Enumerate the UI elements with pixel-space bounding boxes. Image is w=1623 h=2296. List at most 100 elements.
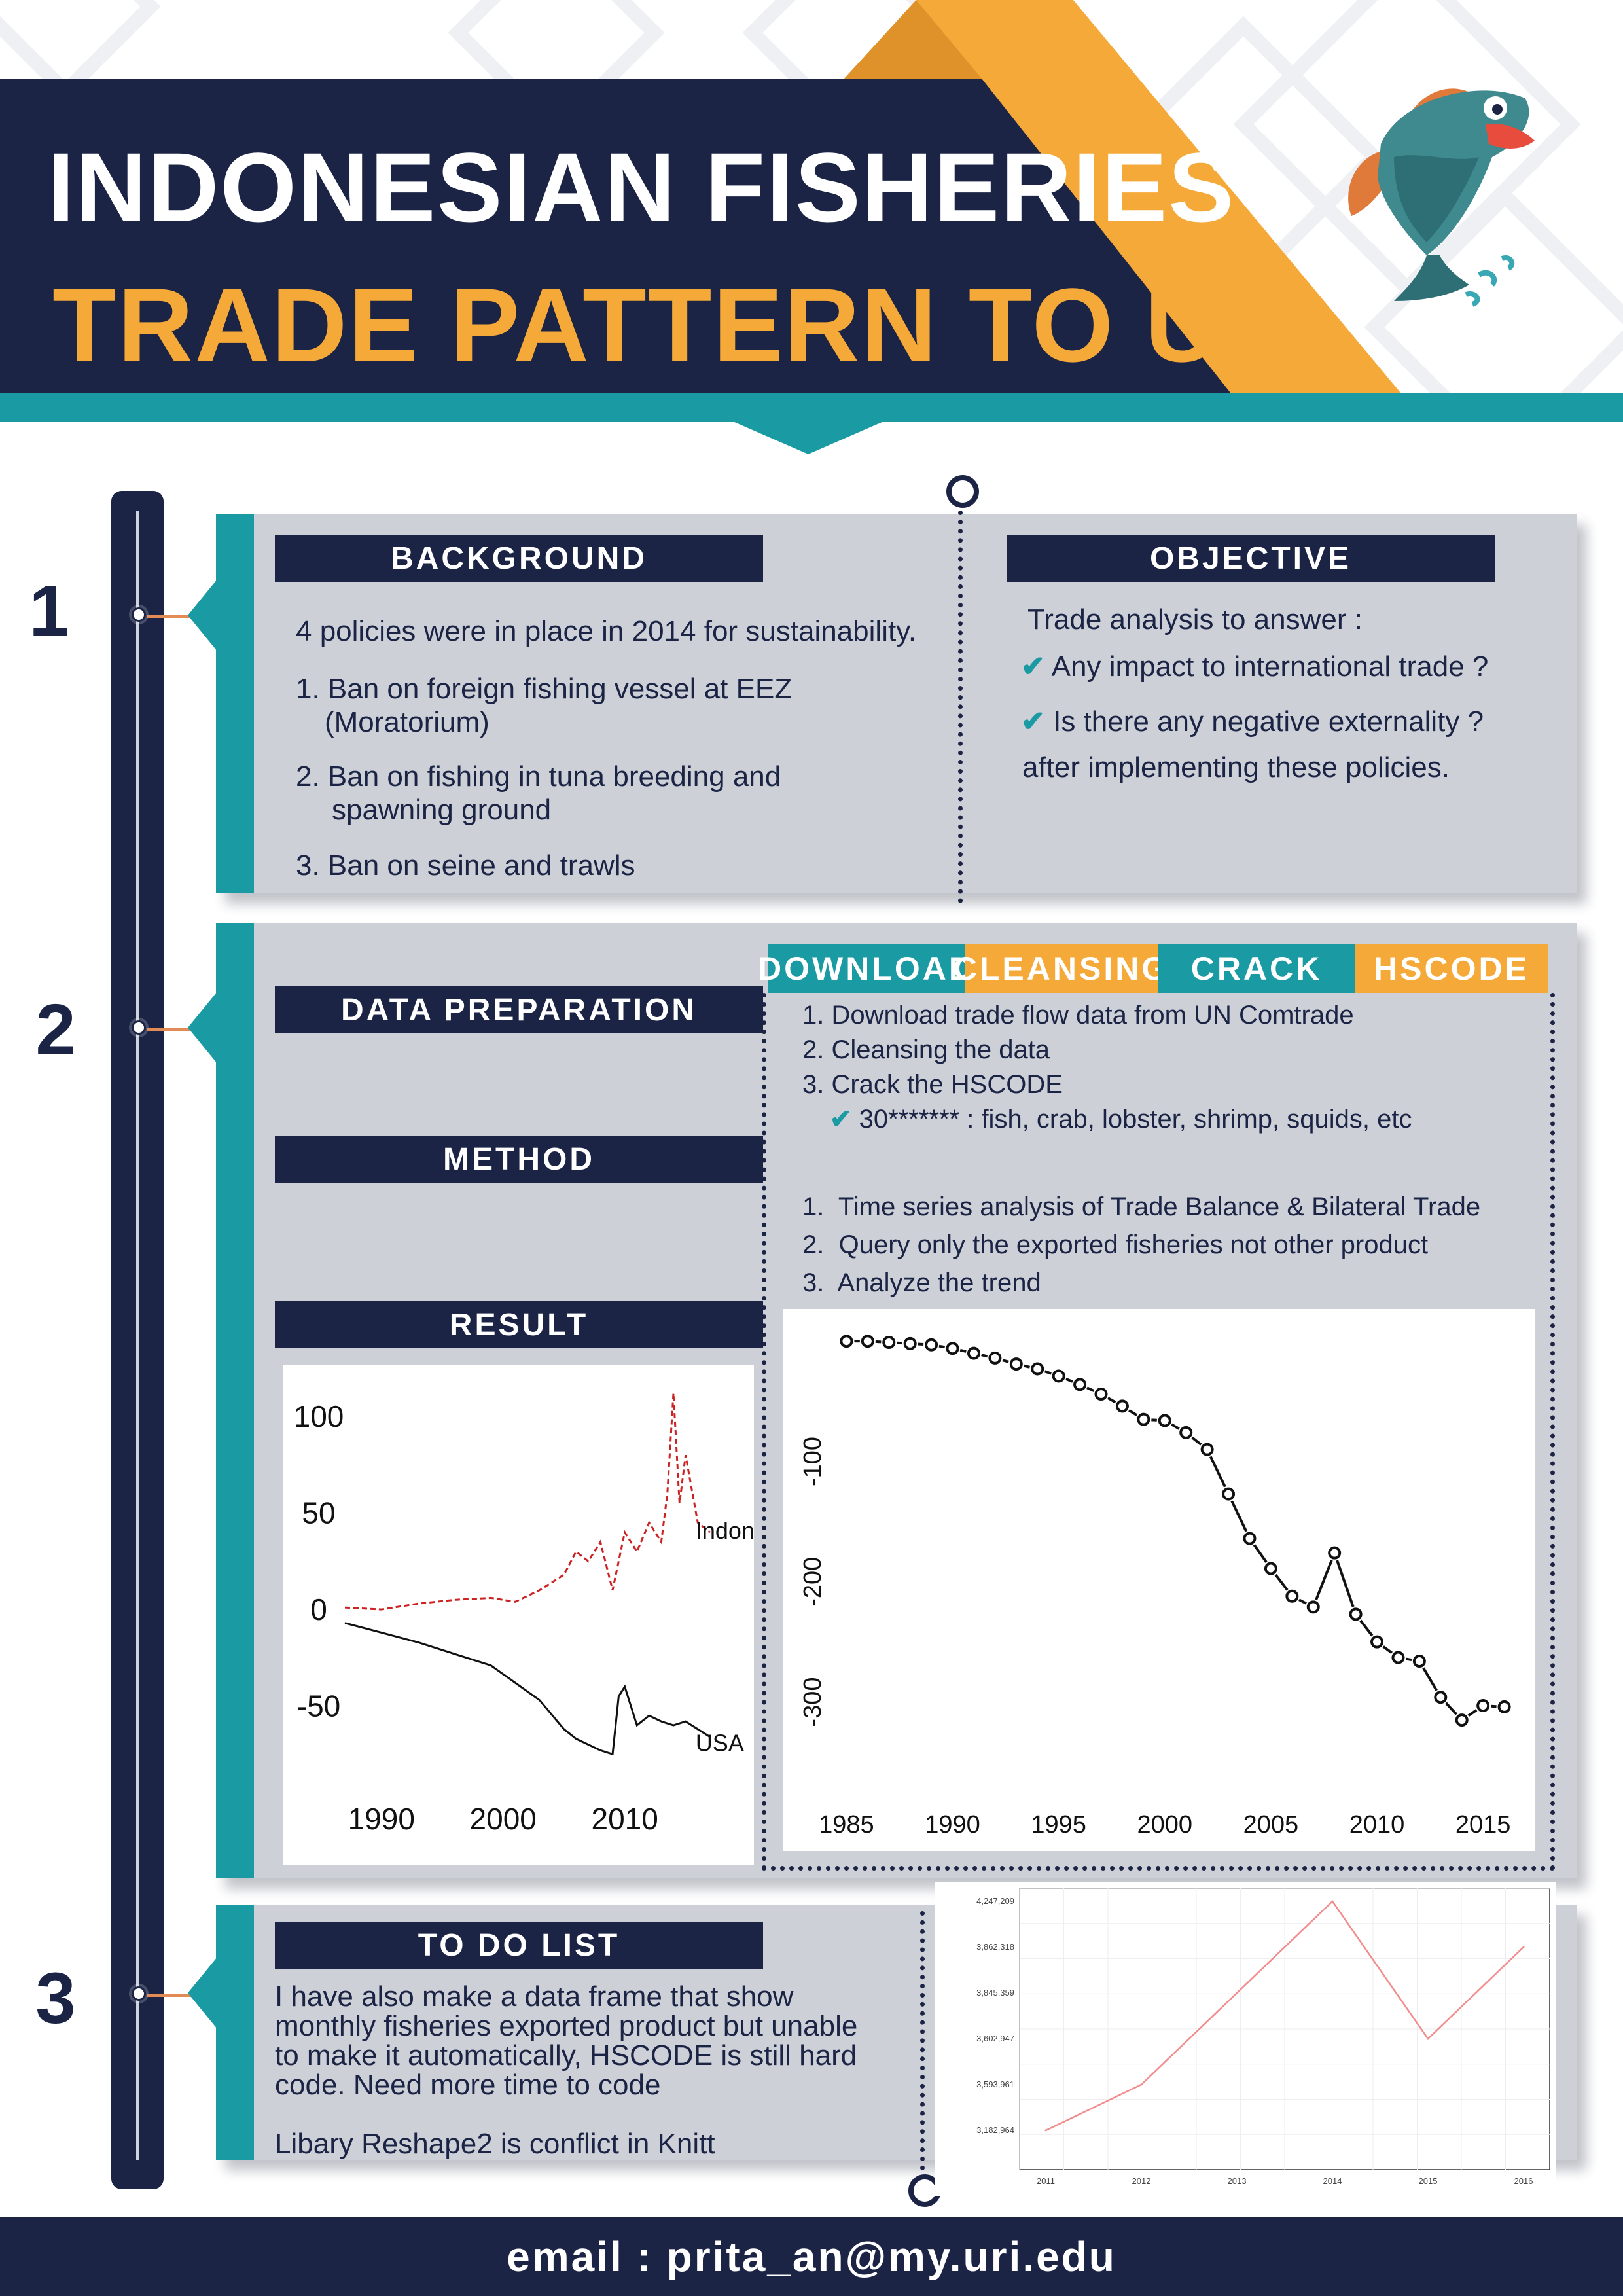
method-item-2-text: Query only the exported fisheries not ot…: [838, 1230, 1429, 1259]
data-point: [1328, 1546, 1342, 1560]
data-point: [1158, 1414, 1171, 1427]
trend-segment: [1191, 1436, 1202, 1446]
trend-segment: [959, 1348, 967, 1353]
check-icon: ✔: [1021, 651, 1045, 683]
data-prep-subitem: ✔ 30******* : fish, crab, lobster, shrim…: [802, 1102, 1412, 1137]
todo-line-2: monthly fisheries exported product but u…: [275, 2010, 858, 2042]
data-preparation-list: 1. Download trade flow data from UN Comt…: [802, 998, 1412, 1137]
section-number-3: 3: [35, 1958, 76, 2039]
method-item-2: 2. Query only the exported fisheries not…: [802, 1226, 1480, 1264]
monthly-export-chart: 4,247,209 3,862,318 3,845,359 3,602,947 3,59…: [976, 1888, 1550, 2186]
background-intro: 4 policies were in place in 2014 for sus…: [296, 615, 917, 647]
background-item-1-line2: (Moratorium): [325, 706, 490, 738]
x-tick-label: 2000: [1137, 1811, 1193, 1839]
y-tick-label: 4,247,209: [976, 1896, 1014, 1906]
section-1-notch: [188, 579, 217, 651]
x-tick-label: 2014: [1323, 2176, 1342, 2186]
result-chart-bilateral: 100 50 0 -50 1990 2000 2010 Indonesia USA: [283, 1365, 798, 1865]
data-point: [1140, 2083, 1143, 2086]
data-point: [1497, 1700, 1511, 1713]
y-tick-label: 3,845,359: [976, 1988, 1014, 1998]
section-2-tab: [216, 923, 254, 1878]
x-tick-label: 2010: [591, 1802, 658, 1836]
trend-segment: [981, 1354, 988, 1358]
y-tick-label: 3,182,964: [976, 2125, 1014, 2135]
todo-line-5: Libary Reshape2 is conflict in Knitt: [275, 2128, 715, 2160]
result-chart-trade-balance: -100 -200 -300 1985 1990 1995 2000 2005 2010 2015: [783, 1309, 1535, 1851]
x-tick-label: 1990: [348, 1802, 415, 1836]
data-point: [1179, 1426, 1193, 1439]
data-point: [1137, 1412, 1150, 1426]
data-point: [1455, 1713, 1469, 1727]
data-point: [1115, 1399, 1129, 1413]
method-list: 1. Time series analysis of Trade Balance…: [802, 1188, 1480, 1302]
trend-segment: [1044, 1370, 1052, 1375]
todo-text: I have also make a data frame that show …: [275, 1982, 857, 2159]
series-line-usa: [344, 1622, 711, 1756]
data-point: [1243, 1532, 1257, 1545]
x-tick-label: 2013: [1228, 2176, 1247, 2186]
title-line-1: INDONESIAN FISHERIES: [47, 132, 1236, 242]
data-point: [1009, 1357, 1023, 1371]
objective-outro: after implementing these policies.: [1022, 751, 1450, 783]
trend-segment: [1467, 1709, 1478, 1717]
data-prep-subitem-text: 30******* : fish, crab, lobster, shrimp,…: [859, 1105, 1412, 1134]
data-point: [1391, 1651, 1405, 1664]
data-point: [1370, 1635, 1384, 1649]
title-line-2: TRADE PATTERN TO U.S.: [52, 266, 1354, 384]
method-item-3-num: 3.: [802, 1268, 825, 1297]
x-tick-label: 2005: [1243, 1811, 1299, 1839]
trend-segment: [1209, 1456, 1226, 1488]
series-label-usa: USA: [696, 1730, 744, 1757]
method-item-1: 1. Time series analysis of Trade Balance…: [802, 1188, 1480, 1226]
section-1-tab: [216, 514, 254, 893]
objective-question-1-text: Any impact to international trade ?: [1051, 651, 1489, 683]
trend-segment: [1382, 1645, 1393, 1655]
x-tick-label: 1985: [819, 1811, 874, 1839]
data-point: [925, 1338, 938, 1352]
method-item-3: 3. Analyze the trend: [802, 1264, 1480, 1302]
trend-segment: [1336, 1560, 1355, 1607]
background-item-2: 2. Ban on fishing in tuna breeding and s…: [296, 761, 781, 827]
footer-email: email : prita_an@my.uri.edu: [0, 2217, 1623, 2296]
data-point: [1264, 1562, 1277, 1575]
y-tick-label: 3,862,318: [976, 1942, 1014, 1952]
result-heading: RESULT: [275, 1301, 763, 1348]
header-banner: [0, 0, 1623, 454]
data-point: [1331, 1900, 1334, 1903]
trend-segment: [1422, 1667, 1438, 1691]
y-tick-label: 50: [302, 1496, 335, 1530]
background-item-2-line2: spawning ground: [332, 793, 552, 826]
background-item-2-line1: 2. Ban on fishing in tuna breeding and: [296, 761, 781, 793]
data-point: [1073, 1378, 1087, 1391]
x-tick-label: 2016: [1514, 2176, 1533, 2186]
timeline-node-2: [132, 1020, 146, 1035]
section-2-notch: [188, 992, 217, 1064]
trend-segment: [1315, 1560, 1333, 1600]
trend-segment: [1171, 1423, 1180, 1430]
todo-chart-monthly: 4,247,209 3,862,318 3,845,359 3,602,947 3,59…: [935, 1882, 1556, 2196]
method-heading: METHOD: [275, 1136, 763, 1183]
y-tick-label: -200: [799, 1557, 827, 1607]
method-item-2-num: 2.: [802, 1230, 825, 1259]
method-item-1-text: Time series analysis of Trade Balance & …: [838, 1193, 1481, 1221]
y-tick-label: -300: [799, 1677, 827, 1727]
trend-segment: [1274, 1573, 1289, 1591]
objective-intro: Trade analysis to answer :: [1027, 603, 1363, 636]
timeline-connector-2: [147, 1028, 196, 1031]
section-3-notch: [188, 1957, 217, 2029]
bilateral-trade-chart: 100 50 0 -50 1990 2000 2010 Indonesia USA: [294, 1393, 798, 1836]
x-tick-label: 2015: [1455, 1811, 1511, 1839]
todo-line-1: I have also make a data frame that show: [275, 1981, 794, 2013]
todo-heading: TO DO LIST: [275, 1922, 763, 1969]
y-tick-label: -50: [297, 1689, 340, 1723]
divider-top-ring: [946, 475, 979, 508]
step-hscode: HSCODE: [1355, 944, 1548, 993]
series-label-indonesia: Indonesia: [696, 1517, 754, 1544]
data-point: [1412, 1655, 1426, 1668]
timeline-connector-3: [147, 1994, 196, 1997]
trend-segment: [1445, 1702, 1458, 1715]
data-point: [1094, 1388, 1108, 1401]
data-point: [967, 1346, 980, 1360]
x-tick-label: 2010: [1349, 1811, 1405, 1839]
